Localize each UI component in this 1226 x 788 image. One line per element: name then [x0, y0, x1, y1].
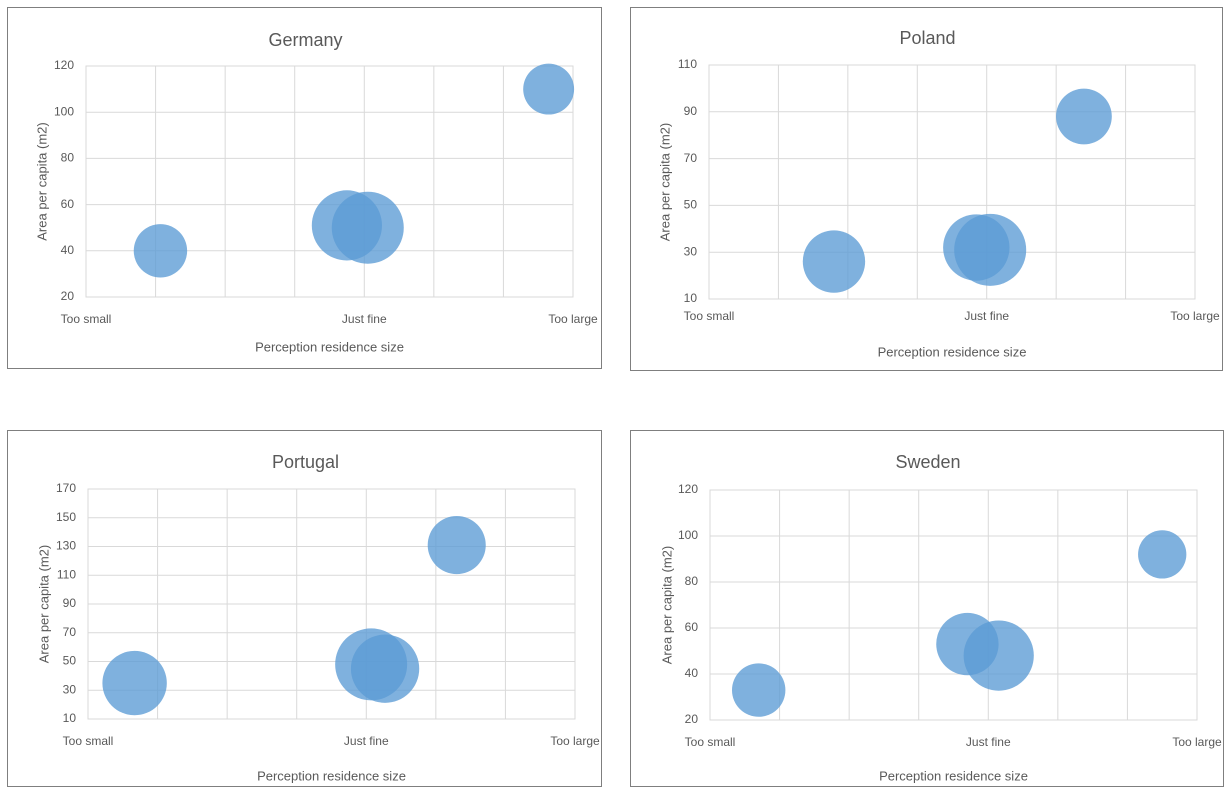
- y-axis-title: Area per capita (m2): [659, 546, 674, 665]
- y-tick-label: 100: [54, 104, 74, 118]
- bubble-series: [102, 516, 486, 716]
- vertical-gridlines: [85, 66, 574, 297]
- bubble-chart-portugal: Portugal 10 30 50 70 90 110 130 150 170 Too small J…: [36, 452, 600, 784]
- y-tick-label: 60: [685, 620, 699, 634]
- y-axis-title: Area per capita (m2): [657, 123, 672, 242]
- x-tick-label: Just fine: [964, 309, 1009, 323]
- y-tick-label: 10: [684, 291, 698, 305]
- bubble-chart-germany: Germany 20 40 60 80 100 120 Too small Just fine T…: [34, 30, 598, 355]
- x-tick-label: Too large: [548, 312, 598, 326]
- plot-area: [87, 488, 576, 720]
- bubble-chart-poland: Poland 10 30 50 70 90 110 Too small Just fine Too…: [657, 28, 1220, 360]
- y-tick-label: 90: [684, 104, 698, 118]
- x-tick-label: Too large: [1170, 309, 1220, 323]
- x-tick-label: Too small: [684, 309, 735, 323]
- chart-panel-sweden: Sweden 20 40 60 80 100 120 Too small Just fine To…: [630, 430, 1224, 787]
- chart-title: Portugal: [272, 452, 339, 472]
- y-tick-label: 80: [61, 151, 75, 165]
- x-tick-label: Too large: [1172, 735, 1222, 749]
- bubble-point: [1056, 88, 1112, 145]
- y-tick-label: 110: [57, 567, 76, 581]
- bubble-point: [133, 224, 188, 278]
- y-tick-label: 30: [63, 682, 77, 696]
- bubble-point: [954, 213, 1027, 286]
- y-tick-label: 50: [63, 654, 77, 668]
- bubble-point: [102, 650, 167, 716]
- x-tick-label: Too small: [63, 734, 114, 748]
- y-tick-label: 90: [63, 596, 77, 610]
- x-tick-label: Just fine: [344, 734, 389, 748]
- y-axis-title: Area per capita (m2): [36, 545, 51, 664]
- bubble-point: [427, 516, 486, 575]
- bubble-point: [350, 634, 420, 703]
- plot-area: [709, 489, 1198, 721]
- y-tick-label: 120: [678, 482, 698, 496]
- x-axis-title: Perception residence size: [879, 768, 1028, 783]
- bubble-point: [963, 620, 1034, 691]
- y-tick-label: 40: [685, 666, 699, 680]
- bubble-point: [1138, 530, 1187, 579]
- x-axis-title: Perception residence size: [257, 768, 406, 783]
- y-tick-label: 80: [685, 574, 699, 588]
- plot-area: [85, 65, 574, 298]
- chart-title: Poland: [899, 28, 955, 48]
- y-tick-label: 20: [685, 712, 699, 726]
- y-tick-label: 70: [63, 625, 77, 639]
- x-tick-label: Too small: [685, 735, 736, 749]
- y-axis-title: Area per capita (m2): [34, 122, 49, 241]
- bubble-series: [732, 530, 1187, 717]
- y-tick-label: 20: [61, 289, 75, 303]
- bubble-series: [802, 88, 1112, 293]
- y-tick-label: 110: [678, 57, 697, 71]
- y-tick-label: 30: [684, 244, 698, 258]
- x-tick-label: Just fine: [966, 735, 1011, 749]
- bubble-series: [133, 63, 575, 278]
- bubble-chart-sweden: Sweden 20 40 60 80 100 120 Too small Just fine To…: [659, 452, 1222, 784]
- y-tick-label: 40: [61, 243, 75, 257]
- bubble-point: [732, 663, 786, 717]
- y-tick-label: 150: [56, 510, 76, 524]
- y-tick-label: 120: [54, 58, 74, 72]
- y-tick-label: 130: [56, 539, 76, 553]
- x-tick-label: Just fine: [342, 312, 387, 326]
- chart-panel-germany: Germany 20 40 60 80 100 120 Too small Just fine T…: [7, 7, 602, 369]
- chart-panel-portugal: Portugal 10 30 50 70 90 110 130 150 170 Too small J…: [7, 430, 602, 787]
- y-tick-label: 100: [678, 528, 698, 542]
- bubble-point: [523, 63, 575, 115]
- chart-title: Sweden: [895, 452, 960, 472]
- y-tick-label: 10: [63, 711, 77, 725]
- y-tick-label: 60: [61, 197, 75, 211]
- bubble-point: [802, 230, 866, 293]
- plot-area: [708, 64, 1196, 300]
- chart-panel-poland: Poland 10 30 50 70 90 110 Too small Just fine Too…: [630, 7, 1223, 371]
- x-tick-label: Too large: [550, 734, 600, 748]
- y-tick-label: 50: [684, 198, 698, 212]
- x-axis-title: Perception residence size: [878, 344, 1027, 359]
- x-axis-title: Perception residence size: [255, 339, 404, 354]
- y-tick-label: 170: [56, 481, 76, 495]
- x-tick-label: Too small: [61, 312, 112, 326]
- bubble-point: [331, 191, 404, 264]
- y-tick-label: 70: [684, 151, 698, 165]
- chart-title: Germany: [268, 30, 342, 50]
